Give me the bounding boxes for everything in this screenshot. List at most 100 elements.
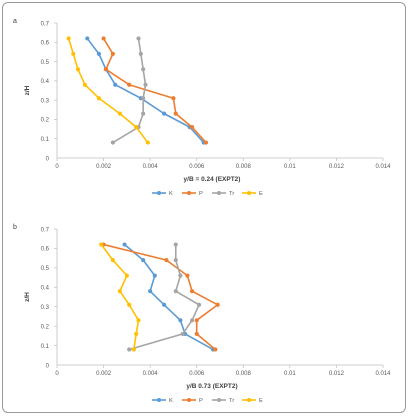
data-point-e xyxy=(110,257,115,263)
legend-label-p: P xyxy=(199,191,203,197)
x-tick-label: 0.014 xyxy=(375,164,391,170)
data-point-k xyxy=(113,82,118,87)
series-line-k xyxy=(86,37,205,144)
legend-label-tr: Tr xyxy=(229,398,234,404)
series-line-tr xyxy=(128,244,200,351)
x-tick-label: 0.008 xyxy=(236,371,252,377)
data-point-p xyxy=(203,140,209,145)
data-point-k xyxy=(141,257,146,263)
x-tick-label: 0.012 xyxy=(329,371,345,377)
x-axis-title: y/B = 0.24 (EXPT2) xyxy=(184,176,241,183)
data-point-k xyxy=(85,36,90,41)
data-point-p xyxy=(103,67,108,72)
data-point-k xyxy=(162,111,167,116)
data-point-tr xyxy=(141,67,146,72)
y-tick-label: 0.2 xyxy=(41,118,50,124)
y-axis-title: z/H xyxy=(24,85,31,95)
y-tick-label: 0.3 xyxy=(41,305,50,311)
data-point-e xyxy=(82,82,88,87)
data-point-e xyxy=(66,36,71,41)
data-point-k xyxy=(178,318,183,323)
y-tick-label: 0.6 xyxy=(41,41,50,47)
data-point-tr xyxy=(189,318,195,323)
series-line-p xyxy=(103,243,219,351)
legend-marker-k xyxy=(157,398,161,402)
data-point-tr xyxy=(138,51,143,56)
data-point-k xyxy=(152,273,157,278)
data-point-p xyxy=(213,347,218,352)
panel-label-b: b xyxy=(13,224,17,231)
data-point-tr xyxy=(141,96,146,101)
data-point-e xyxy=(131,347,136,352)
data-point-k xyxy=(96,51,102,56)
y-tick-label: 0.7 xyxy=(41,21,50,27)
data-point-tr xyxy=(180,331,185,337)
legend-marker-tr xyxy=(217,398,221,402)
legend-label-e: E xyxy=(259,191,263,197)
data-point-p xyxy=(164,257,169,263)
data-point-e xyxy=(124,273,129,278)
x-tick-label: 0.002 xyxy=(96,164,112,170)
legend-marker-e xyxy=(247,191,251,195)
data-point-p xyxy=(194,331,199,337)
data-point-p xyxy=(215,302,220,307)
figure-frame: a 0 0.1 0.2 0.3 0.4 0.5 0.6 0.7 0 0.002 0.004 0.006… xyxy=(2,2,406,413)
data-point-p xyxy=(110,51,115,56)
data-point-p xyxy=(189,289,195,294)
y-tick-label: 0.1 xyxy=(41,137,50,143)
data-point-e xyxy=(136,318,141,323)
data-point-tr xyxy=(173,289,178,294)
data-point-e xyxy=(96,96,102,101)
chart-panel-a: a 0 0.1 0.2 0.3 0.4 0.5 0.6 0.7 0 0.002 0.004 0.006… xyxy=(13,18,391,197)
x-tick-label: 0.014 xyxy=(375,371,391,377)
x-tick-label: 0.002 xyxy=(96,371,112,377)
legend-marker-p xyxy=(187,191,191,195)
y-tick-label: 0.7 xyxy=(41,227,50,233)
data-point-e xyxy=(145,140,150,145)
x-axis-title: y/B 0.73 (EXPT2) xyxy=(186,383,237,390)
data-point-k xyxy=(162,302,167,307)
y-tick-label: 0.1 xyxy=(41,344,50,350)
data-point-tr xyxy=(196,302,202,307)
data-point-p xyxy=(185,273,190,278)
figure-canvas: a 0 0.1 0.2 0.3 0.4 0.5 0.6 0.7 0 0.002 0.004 0.006… xyxy=(13,18,391,404)
x-tick-label: 0.008 xyxy=(236,164,252,170)
x-tick-label: 0.01 xyxy=(284,371,296,377)
panel-label-a: a xyxy=(13,18,17,25)
data-point-e xyxy=(117,289,122,294)
data-point-tr xyxy=(143,82,148,87)
y-tick-label: 0.5 xyxy=(41,60,50,66)
chart-panel-b: b 0 0.1 0.2 0.3 0.4 0.5 0.6 0.7 0 0.002 0.004 0.006… xyxy=(13,224,391,404)
data-point-tr xyxy=(173,242,178,247)
data-point-tr xyxy=(141,111,146,116)
data-point-tr xyxy=(110,140,115,145)
data-point-e xyxy=(99,242,104,247)
x-tick-label: 0.012 xyxy=(329,164,345,170)
data-point-p xyxy=(189,125,195,130)
x-tick-label: 0.004 xyxy=(143,371,159,377)
data-point-k xyxy=(122,242,127,247)
series-line-tr xyxy=(112,38,147,144)
legend-label-k: K xyxy=(169,398,173,404)
y-tick-label: 0.2 xyxy=(41,324,50,330)
legend-label-k: K xyxy=(169,191,173,197)
legend-label-tr: Tr xyxy=(229,191,234,197)
x-tick-label: 0 xyxy=(55,371,59,377)
legend-marker-e xyxy=(247,398,251,402)
legend-marker-p xyxy=(187,398,191,402)
legend-label-p: P xyxy=(199,398,203,404)
x-tick-label: 0.006 xyxy=(189,164,205,170)
y-tick-label: 0.4 xyxy=(41,286,50,292)
y-axis-title: z/H xyxy=(24,292,31,302)
y-tick-label: 0 xyxy=(46,156,50,162)
series-line-e xyxy=(67,38,149,144)
data-point-p xyxy=(127,82,132,87)
data-point-e xyxy=(71,51,76,56)
y-tick-label: 0.5 xyxy=(41,266,50,272)
data-point-p xyxy=(194,318,199,323)
x-tick-label: 0.01 xyxy=(284,164,296,170)
y-tick-label: 0.4 xyxy=(41,79,50,85)
y-tick-label: 0 xyxy=(46,363,50,369)
data-point-e xyxy=(75,67,81,72)
legend-label-e: E xyxy=(259,398,263,404)
